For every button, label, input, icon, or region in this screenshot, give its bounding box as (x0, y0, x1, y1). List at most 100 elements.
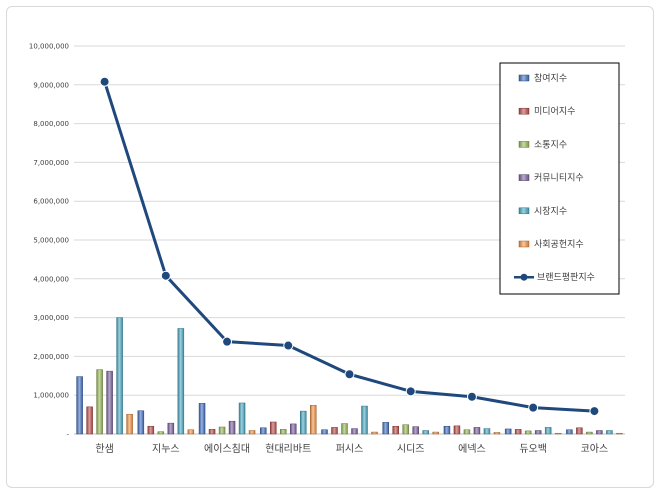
y-tick-label: - (66, 431, 69, 439)
bar-소통지수 (586, 431, 593, 435)
bar-참여지수 (260, 427, 267, 435)
bar-사회공헌지수 (310, 405, 317, 435)
legend-label: 사회공헌지수 (534, 239, 584, 250)
legend-swatch (518, 141, 530, 148)
bar-커뮤니티지수 (228, 420, 236, 435)
y-tick-label: 3,000,000 (33, 314, 69, 322)
bar-커뮤니티지수 (106, 370, 113, 435)
bar-참여지수 (566, 429, 573, 435)
line-point (99, 76, 110, 87)
bar-시장지수 (361, 405, 368, 435)
bar-사회공헌지수 (554, 432, 562, 435)
line-series (99, 76, 600, 417)
bar-시장지수 (300, 410, 307, 435)
line-point (160, 270, 171, 281)
bar-커뮤니티지수 (351, 428, 358, 435)
bar-참여지수 (137, 410, 145, 435)
y-tick-label: 2,000,000 (33, 353, 69, 361)
bar-참여지수 (198, 403, 206, 435)
x-tick-label: 코아스 (581, 443, 609, 455)
bar-사회공헌지수 (493, 432, 501, 435)
bar-미디어지수 (514, 429, 522, 435)
bar-커뮤니티지수 (412, 426, 419, 435)
line-point (589, 406, 600, 417)
line-point (222, 336, 233, 347)
bar-미디어지수 (331, 427, 338, 435)
legend-label: 시장지수 (534, 206, 567, 217)
legend-label: 커뮤니티지수 (534, 173, 584, 184)
bar-시장지수 (422, 430, 429, 435)
bar-사회공헌지수 (432, 431, 439, 435)
legend-swatch (518, 207, 530, 215)
legend-swatch (518, 74, 530, 82)
bar-소통지수 (524, 430, 532, 435)
bar-소통지수 (157, 431, 165, 435)
x-tick-label: 시디즈 (397, 443, 425, 455)
x-tick-label: 에넥스 (458, 443, 486, 455)
bar-시장지수 (606, 430, 613, 435)
x-tick-label: 듀오백 (519, 443, 547, 455)
line-point (283, 340, 294, 351)
bar-미디어지수 (576, 427, 583, 435)
x-tick-label: 지누스 (152, 443, 180, 455)
x-axis: 한샘 지누스 에이스침대 현대리바트 퍼시스 시디즈 에넥스 듀오백 코아스 (95, 443, 608, 455)
x-tick-label: 에이스침대 (204, 443, 250, 455)
y-tick-label: 7,000,000 (33, 159, 69, 167)
bar-사회공헌지수 (616, 432, 623, 435)
legend-swatch (518, 107, 530, 115)
bar-참여지수 (504, 428, 512, 435)
bar-소통지수 (218, 426, 226, 435)
bar-사회공헌지수 (187, 429, 195, 435)
y-tick-label: 9,000,000 (33, 81, 69, 89)
bar-소통지수 (463, 429, 471, 435)
legend-line-marker (520, 273, 528, 281)
legend-label: 브랜드평판지수 (537, 272, 595, 283)
bar-미디어지수 (453, 425, 461, 435)
bar-사회공헌지수 (248, 430, 256, 435)
x-tick-label: 현대리바트 (265, 443, 311, 455)
bar-series (76, 317, 623, 435)
legend-swatch (518, 240, 530, 248)
bar-미디어지수 (147, 425, 155, 435)
y-tick-label: 1,000,000 (33, 392, 69, 400)
bar-커뮤니티지수 (534, 430, 542, 435)
bar-시장지수 (116, 317, 123, 435)
bar-커뮤니티지수 (596, 430, 603, 435)
y-tick-label: 6,000,000 (33, 198, 69, 206)
y-tick-label: 4,000,000 (33, 275, 69, 283)
bar-커뮤니티지수 (167, 422, 175, 435)
x-tick-label: 퍼시스 (336, 443, 364, 455)
bar-커뮤니티지수 (290, 423, 297, 435)
bar-소통지수 (280, 429, 287, 435)
bar-소통지수 (341, 423, 348, 435)
line-point (344, 369, 355, 380)
bar-시장지수 (544, 427, 552, 435)
y-axis: - 1,000,000 2,000,000 3,000,000 4,000,000 5,0… (29, 43, 70, 439)
bar-커뮤니티지수 (473, 427, 481, 435)
y-tick-label: 5,000,000 (33, 237, 69, 245)
legend-swatch (518, 174, 530, 181)
bar-미디어지수 (270, 421, 277, 435)
bar-소통지수 (96, 369, 103, 435)
legend-label: 참여지수 (534, 72, 567, 84)
bar-소통지수 (402, 424, 409, 435)
y-tick-label: 10,000,000 (29, 43, 69, 51)
bar-참여지수 (443, 425, 451, 435)
legend-label: 미디어지수 (534, 106, 575, 117)
line-point (466, 391, 477, 402)
bar-시장지수 (177, 328, 185, 435)
legend-label: 소통지수 (534, 139, 567, 150)
bar-사회공헌지수 (126, 413, 133, 435)
bar-시장지수 (238, 402, 246, 435)
bar-참여지수 (382, 422, 389, 435)
bar-미디어지수 (208, 429, 216, 435)
bar-참여지수 (321, 429, 328, 435)
bar-미디어지수 (86, 406, 93, 435)
bar-사회공헌지수 (371, 431, 378, 435)
line-point (528, 402, 539, 413)
x-tick-label: 한샘 (95, 443, 113, 455)
bar-참여지수 (76, 376, 83, 435)
bar-미디어지수 (392, 425, 399, 435)
